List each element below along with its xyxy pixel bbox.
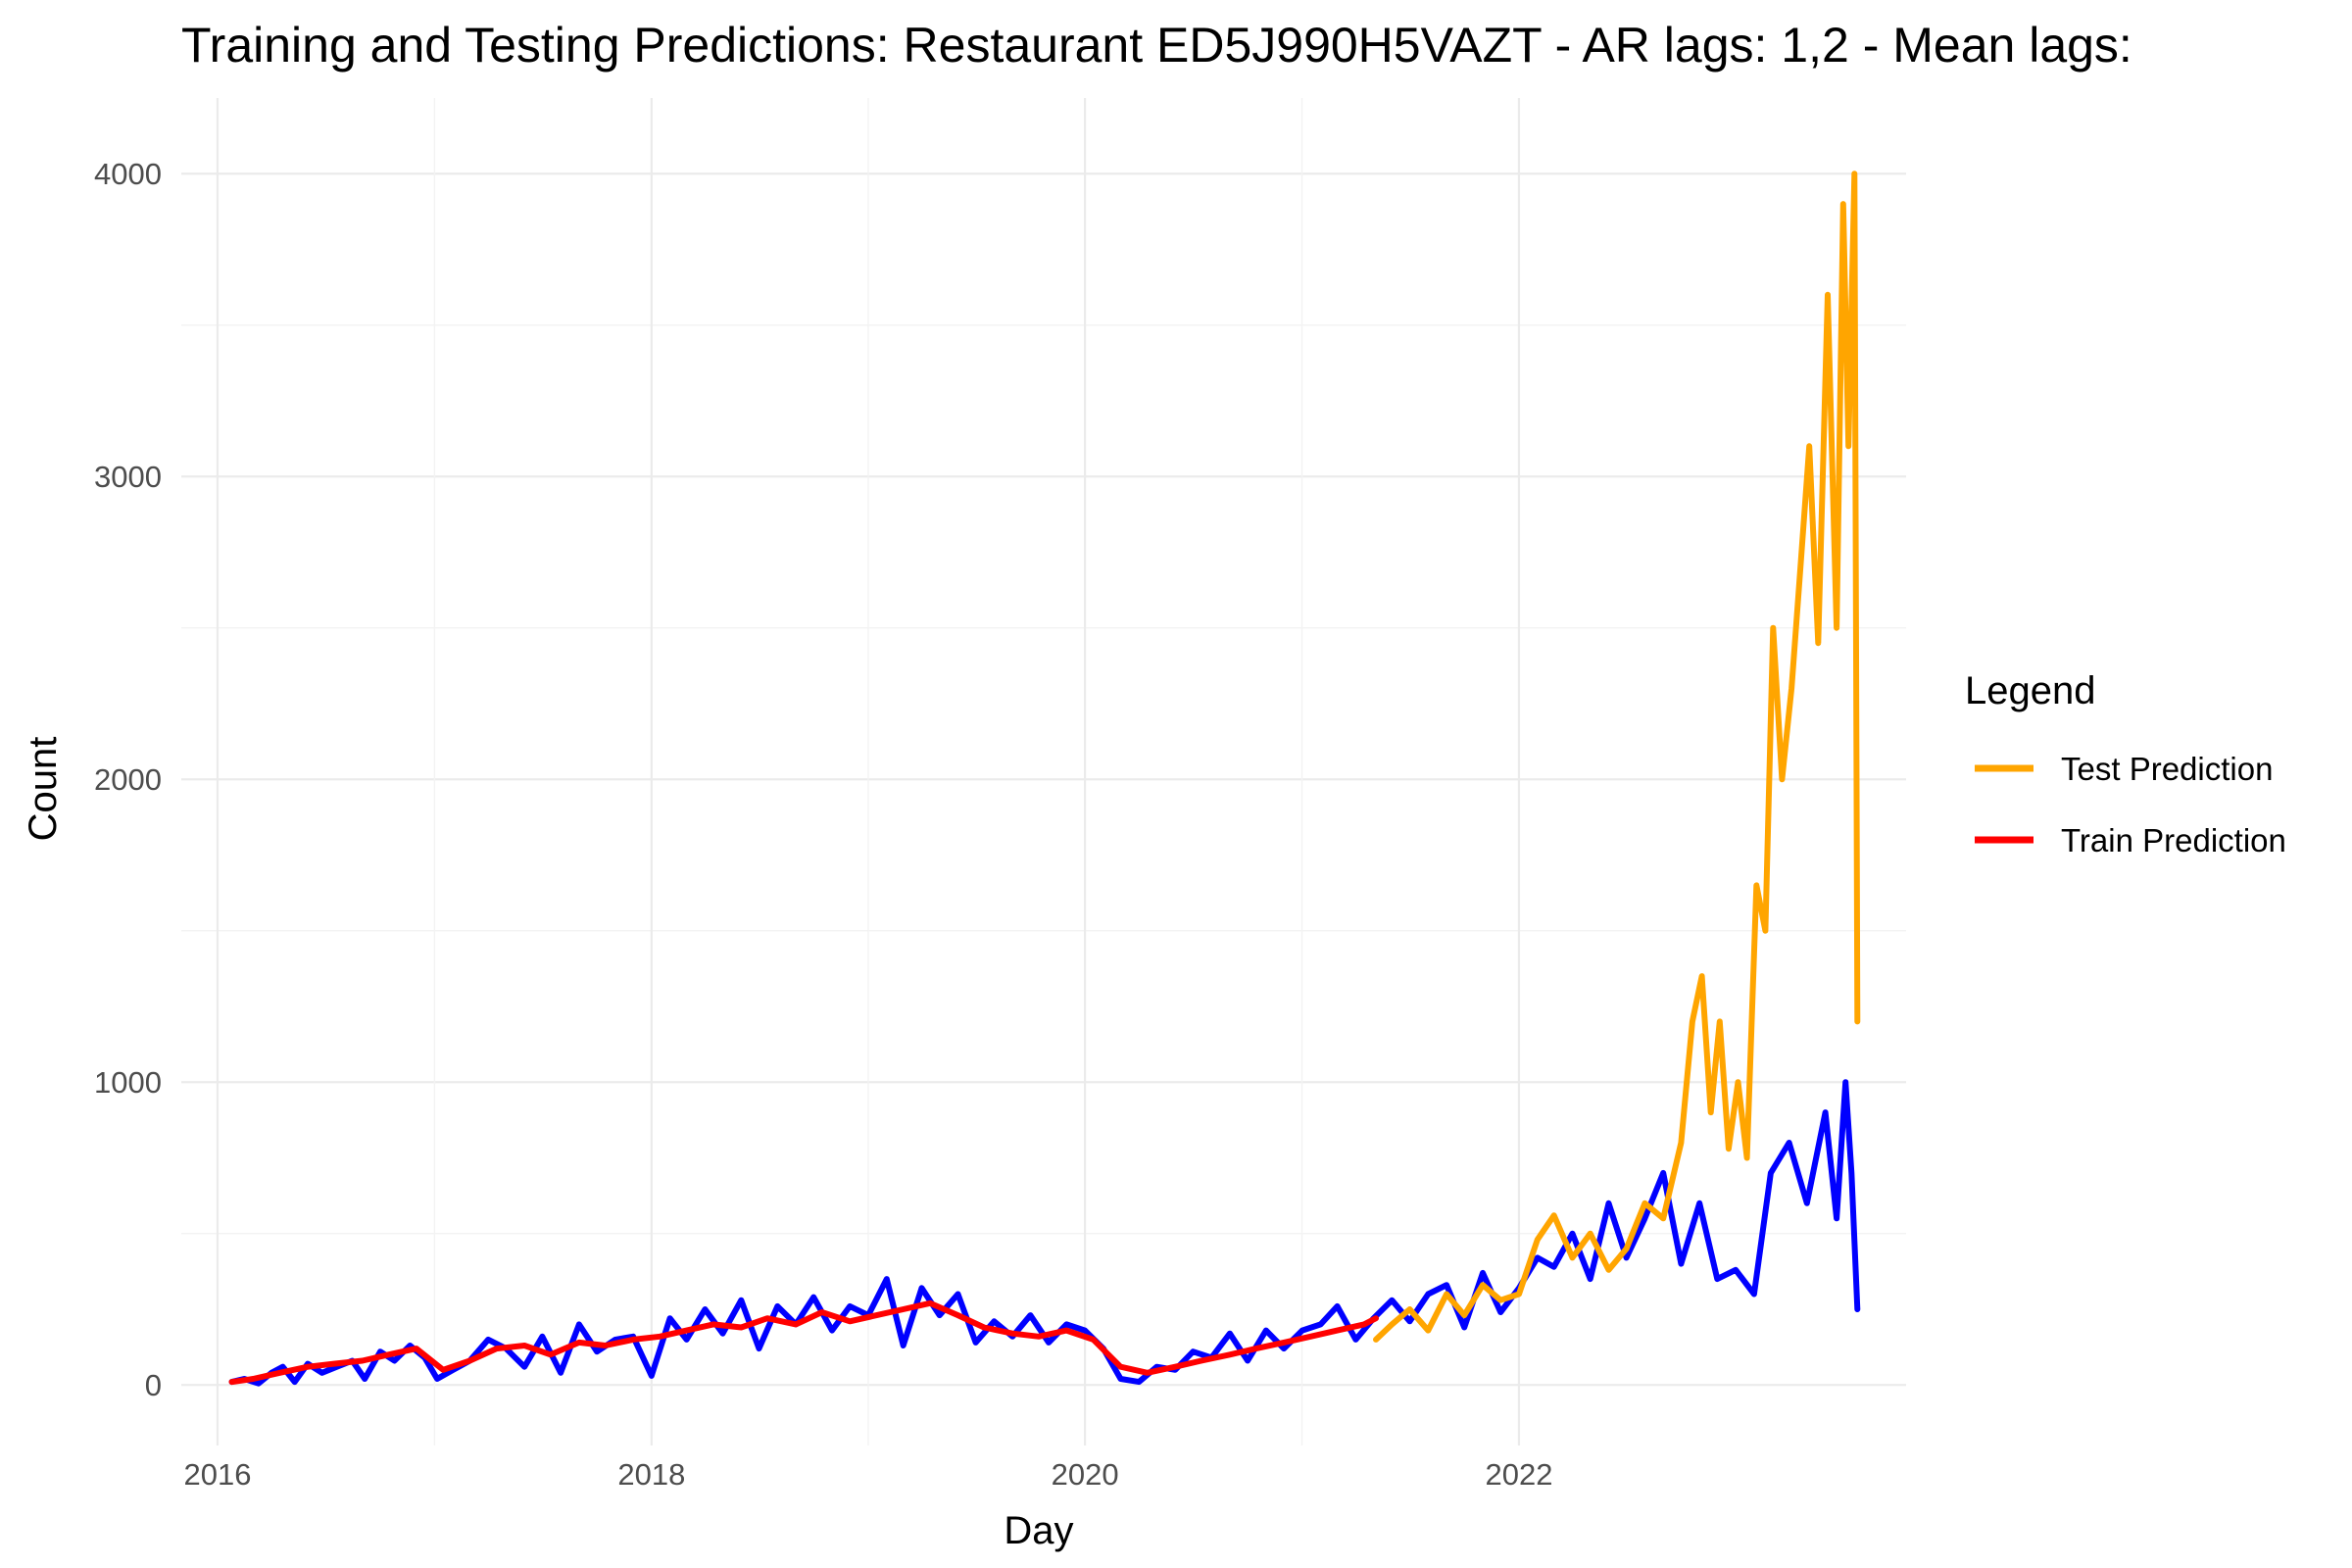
y-tick-label: 1000 [94,1065,162,1100]
y-tick-label: 0 [145,1368,162,1402]
legend-label-train-prediction: Train Prediction [2061,822,2286,858]
legend: Legend Test Prediction Train Prediction [1965,669,2286,858]
series-line-test-prediction [1373,171,1861,1343]
y-axis-title: Count [22,737,65,842]
grid-lines [181,98,1906,1446]
x-tick-label: 2018 [617,1457,685,1492]
y-tick-label: 4000 [94,157,162,191]
y-tick-label: 2000 [94,762,162,797]
x-tick-label: 2020 [1052,1457,1119,1492]
chart-title: Training and Testing Predictions: Restau… [181,18,2132,73]
legend-label-test-prediction: Test Prediction [2061,751,2273,787]
tick-labels: 0 1000 2000 3000 4000 2016 2018 2020 2022 [94,157,1552,1492]
y-tick-label: 3000 [94,460,162,494]
x-tick-label: 2022 [1486,1457,1553,1492]
series-line-train-prediction [228,1299,1379,1386]
x-tick-label: 2016 [183,1457,251,1492]
legend-title: Legend [1965,669,2095,712]
x-axis-title: Day [1004,1509,1073,1552]
series-lines [228,171,1861,1387]
series-line-actual [228,1079,1861,1387]
